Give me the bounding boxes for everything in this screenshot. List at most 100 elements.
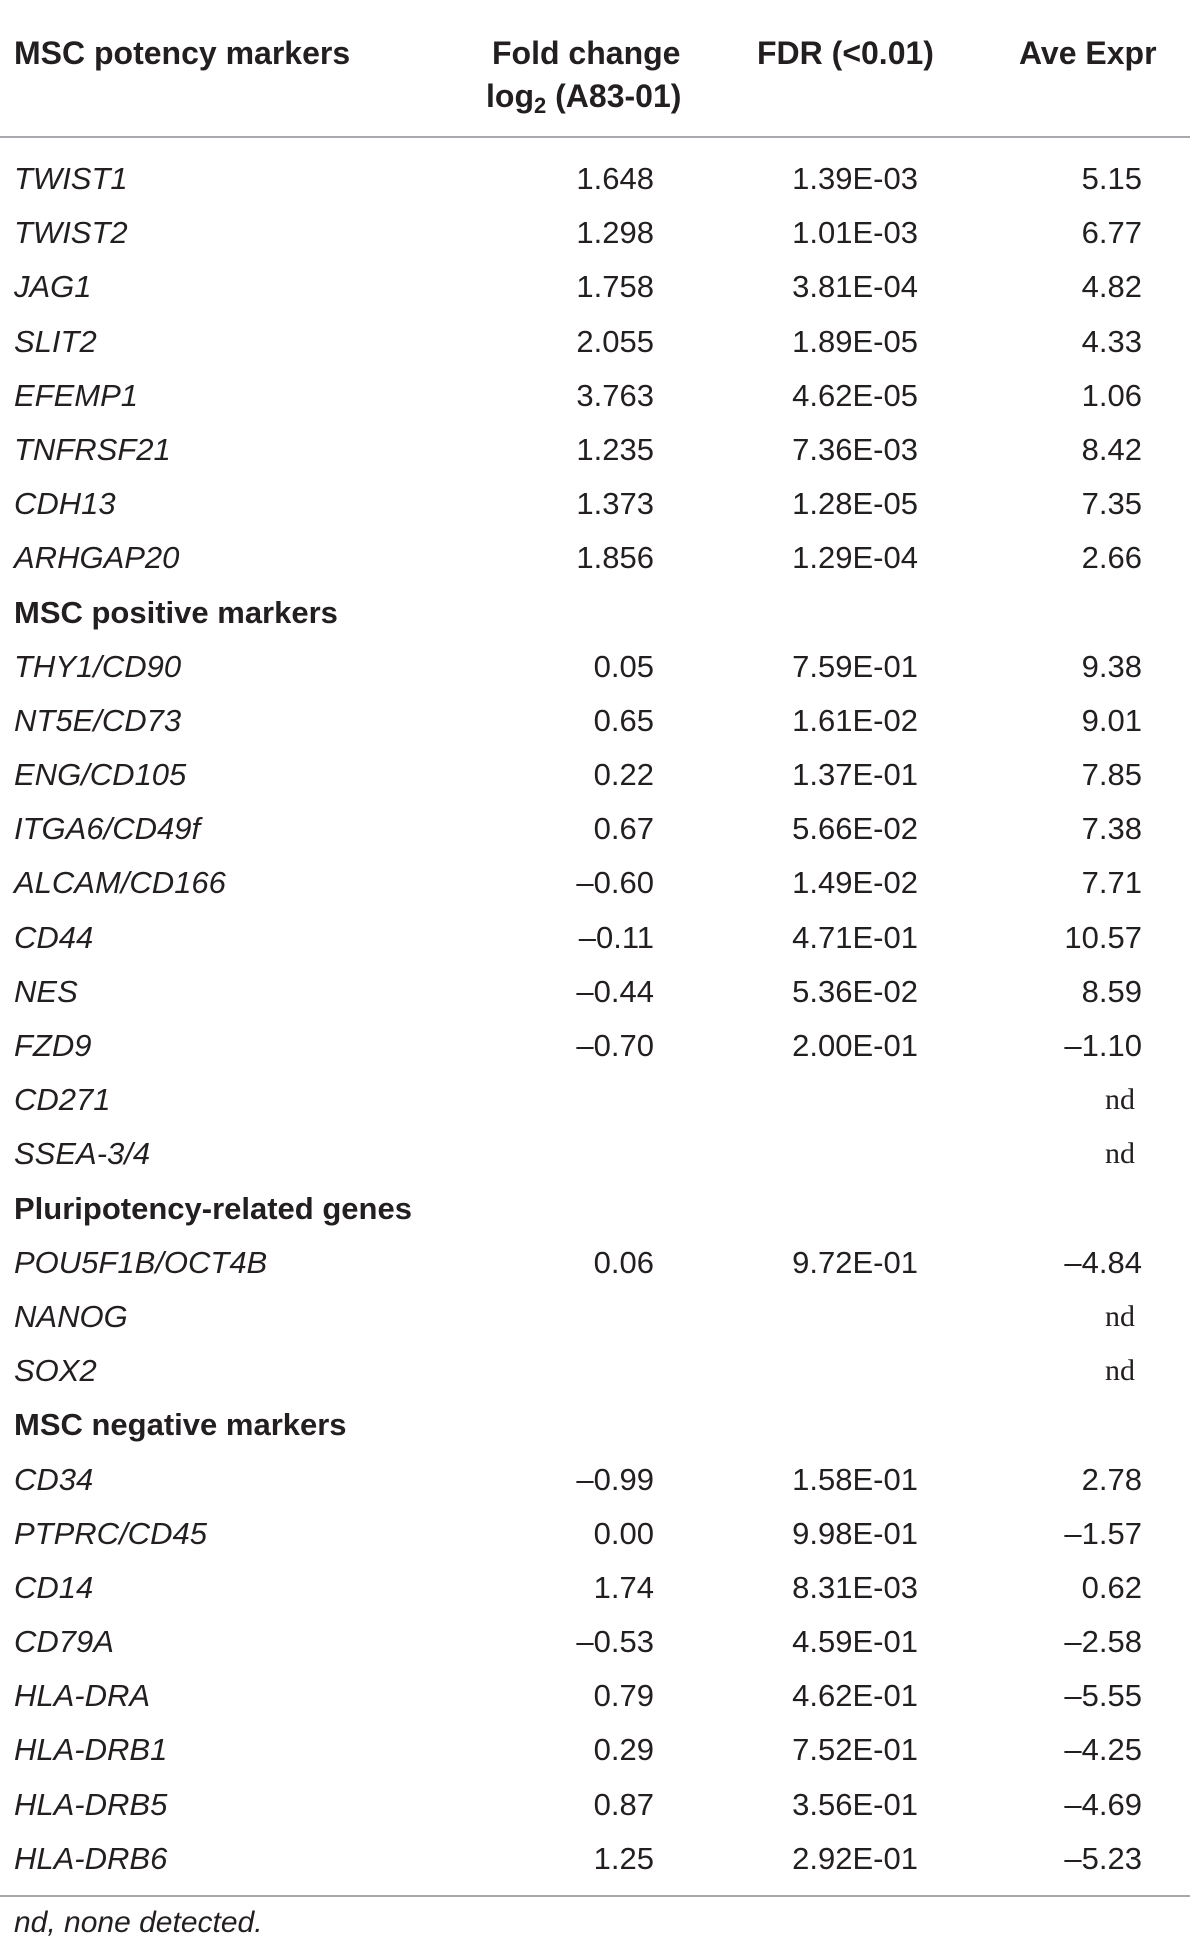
gene-name: HLA-DRB6 xyxy=(14,1840,168,1876)
table-row: CD34 –0.99 1.58E-01 2.78 xyxy=(0,1453,1190,1507)
table-row: TWIST2 1.298 1.01E-03 6.77 xyxy=(0,206,1190,260)
table-row: PTPRC/CD45 0.00 9.98E-01 –1.57 xyxy=(0,1507,1190,1561)
fdr-value: 7.52E-01 xyxy=(792,1732,918,1768)
fdr-value: 8.31E-03 xyxy=(792,1569,918,1605)
table-row: ITGA6/CD49f 0.67 5.66E-02 7.38 xyxy=(0,802,1190,856)
bottom-rule xyxy=(0,1895,1190,1897)
ave-expr-value: –4.84 xyxy=(1064,1244,1142,1280)
table-row: JAG1 1.758 3.81E-04 4.82 xyxy=(0,260,1190,314)
gene-name: TWIST1 xyxy=(14,161,128,196)
gene-name: JAG1 xyxy=(14,269,92,305)
ave-expr-value: 4.33 xyxy=(1081,323,1142,359)
table-body: TWIST1 1.648 1.39E-03 5.15 TWIST2 1.298 1.01E-… xyxy=(0,152,1190,1886)
gene-name: CD14 xyxy=(14,1569,94,1605)
section-row: MSC positive markers xyxy=(0,586,1190,640)
fold-change-value: 1.648 xyxy=(576,161,654,196)
fdr-value: 1.37E-01 xyxy=(792,757,918,793)
ave-expr-value: nd xyxy=(1105,1137,1135,1171)
ave-expr-value: –4.25 xyxy=(1064,1732,1142,1768)
table-row: HLA-DRB1 0.29 7.52E-01 –4.25 xyxy=(0,1723,1190,1777)
gene-name: NES xyxy=(14,973,78,1009)
fdr-value: 1.28E-05 xyxy=(792,486,918,522)
ave-expr-value: 1.06 xyxy=(1081,377,1142,413)
table-row: CD44 –0.11 4.71E-01 10.57 xyxy=(0,911,1190,965)
gene-name: CD44 xyxy=(14,919,94,955)
ave-expr-value: 0.62 xyxy=(1081,1569,1142,1605)
ave-expr-value: –5.55 xyxy=(1064,1678,1142,1714)
header-log2-a83-01: log2 (A83-01) xyxy=(486,74,681,118)
table-row: HLA-DRA 0.79 4.62E-01 –5.55 xyxy=(0,1669,1190,1723)
header-ave-expr: Ave Expr xyxy=(1019,35,1157,71)
table-row: HLA-DRB5 0.87 3.56E-01 –4.69 xyxy=(0,1778,1190,1832)
fdr-value: 4.59E-01 xyxy=(792,1624,918,1660)
table-row: CDH13 1.373 1.28E-05 7.35 xyxy=(0,477,1190,531)
fold-change-value: 1.856 xyxy=(576,540,654,576)
fdr-value: 7.36E-03 xyxy=(792,431,918,467)
fdr-value: 4.71E-01 xyxy=(792,919,918,955)
ave-expr-value: 10.57 xyxy=(1064,919,1142,955)
ave-expr-value: –1.57 xyxy=(1064,1515,1142,1551)
table-row: NT5E/CD73 0.65 1.61E-02 9.01 xyxy=(0,694,1190,748)
fold-change-value: 0.05 xyxy=(593,648,654,684)
table-row: POU5F1B/OCT4B 0.06 9.72E-01 –4.84 xyxy=(0,1236,1190,1290)
gene-name: HLA-DRB5 xyxy=(14,1786,168,1822)
ave-expr-value: 7.85 xyxy=(1081,757,1142,793)
fold-change-value: 0.87 xyxy=(593,1786,654,1822)
ave-expr-value: 2.66 xyxy=(1081,540,1142,576)
section-title: Pluripotency-related genes xyxy=(14,1190,412,1226)
table-row: SSEA-3/4 nd xyxy=(0,1127,1190,1181)
ave-expr-value: 7.38 xyxy=(1081,811,1142,847)
gene-name: PTPRC/CD45 xyxy=(14,1515,207,1551)
header-log-text: log xyxy=(486,78,534,114)
fold-change-value: –0.44 xyxy=(576,973,654,1009)
fdr-value: 4.62E-05 xyxy=(792,377,918,413)
fold-change-value: 0.29 xyxy=(593,1732,654,1768)
table-row: SLIT2 2.055 1.89E-05 4.33 xyxy=(0,315,1190,369)
gene-name: CD34 xyxy=(14,1461,94,1497)
ave-expr-value: 8.42 xyxy=(1081,431,1142,467)
gene-name: CD79A xyxy=(14,1624,114,1660)
gene-name: ENG/CD105 xyxy=(14,757,187,793)
fold-change-value: 0.65 xyxy=(593,702,654,738)
fold-change-value: –0.99 xyxy=(576,1461,654,1497)
fdr-value: 1.01E-03 xyxy=(792,215,918,251)
fdr-value: 4.62E-01 xyxy=(792,1678,918,1714)
gene-name: EFEMP1 xyxy=(14,377,139,413)
fold-change-value: –0.60 xyxy=(576,865,654,901)
gene-name: THY1/CD90 xyxy=(14,648,182,684)
table-row: CD14 1.74 8.31E-03 0.62 xyxy=(0,1561,1190,1615)
fdr-value: 3.81E-04 xyxy=(792,269,918,305)
gene-name: NANOG xyxy=(14,1298,128,1334)
fold-change-value: 0.06 xyxy=(593,1244,654,1280)
fdr-value: 2.00E-01 xyxy=(792,1028,918,1063)
gene-name: SSEA-3/4 xyxy=(14,1136,151,1172)
fold-change-value: 1.758 xyxy=(576,269,654,305)
table-row: SOX2 nd xyxy=(0,1344,1190,1398)
table-row: ALCAM/CD166 –0.60 1.49E-02 7.71 xyxy=(0,856,1190,910)
header-fdr: FDR (<0.01) xyxy=(757,35,934,71)
fdr-value: 1.29E-04 xyxy=(792,540,918,576)
fdr-value: 1.58E-01 xyxy=(792,1461,918,1497)
table-row: NANOG nd xyxy=(0,1290,1190,1344)
gene-name: ARHGAP20 xyxy=(14,540,180,576)
ave-expr-value: 7.35 xyxy=(1081,486,1142,522)
fold-change-value: 1.25 xyxy=(593,1840,654,1876)
fold-change-value: –0.70 xyxy=(576,1028,654,1063)
gene-name: ALCAM/CD166 xyxy=(14,865,226,901)
ave-expr-value: –1.10 xyxy=(1064,1028,1142,1063)
table-row: FZD9 –0.70 2.00E-01 –1.10 xyxy=(0,1019,1190,1073)
table-row: TWIST1 1.648 1.39E-03 5.15 xyxy=(0,152,1190,206)
gene-name: POU5F1B/OCT4B xyxy=(14,1244,268,1280)
fdr-value: 1.49E-02 xyxy=(792,865,918,901)
header-msc-potency-markers: MSC potency markers xyxy=(14,35,351,71)
table-row: HLA-DRB6 1.25 2.92E-01 –5.23 xyxy=(0,1832,1190,1886)
table-row: NES –0.44 5.36E-02 8.59 xyxy=(0,965,1190,1019)
table-row: ENG/CD105 0.22 1.37E-01 7.85 xyxy=(0,748,1190,802)
gene-name: CD271 xyxy=(14,1082,111,1118)
header-log-subscript: 2 xyxy=(533,93,547,118)
header-fold-change: Fold change xyxy=(492,35,681,71)
fdr-value: 5.36E-02 xyxy=(792,973,918,1009)
ave-expr-value: 4.82 xyxy=(1081,269,1142,305)
fold-change-value: 1.373 xyxy=(576,486,654,522)
section-row: Pluripotency-related genes xyxy=(0,1182,1190,1236)
